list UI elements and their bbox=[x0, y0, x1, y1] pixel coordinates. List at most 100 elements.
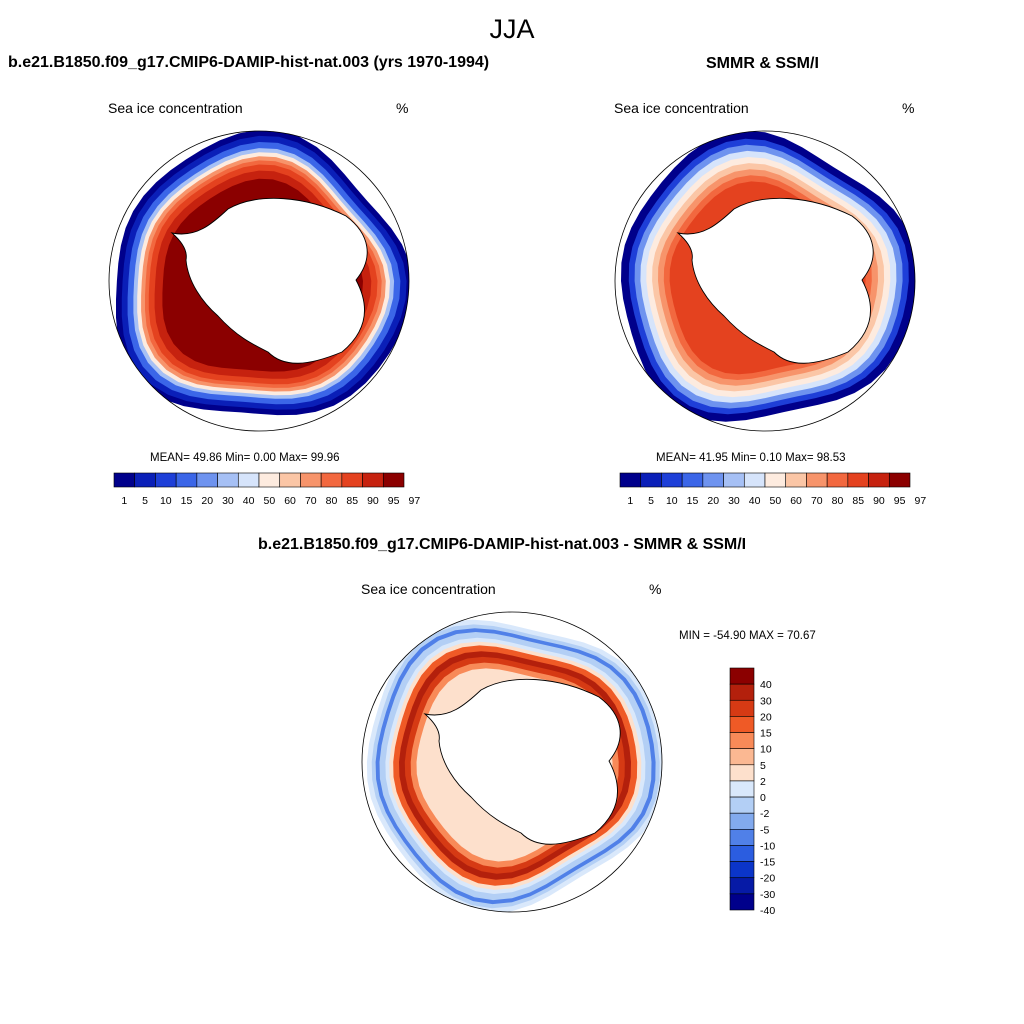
colorbar-box bbox=[320, 472, 343, 488]
colorbar-tick-label: 90 bbox=[873, 495, 885, 507]
colorbar-box bbox=[681, 472, 704, 488]
colorbar-box bbox=[258, 472, 281, 488]
diff-stats: MIN = -54.90 MAX = 70.67 bbox=[679, 630, 816, 642]
colorbar-tick-label: 20 bbox=[707, 495, 719, 507]
colorbar-tick-label: 5 bbox=[760, 760, 766, 772]
colorbar-tick-label: 30 bbox=[728, 495, 740, 507]
colorbar-box bbox=[619, 472, 642, 488]
colorbar-box bbox=[217, 472, 239, 488]
colorbar-tick-label: 97 bbox=[915, 495, 927, 507]
colorbar-box bbox=[729, 764, 755, 782]
colorbar-box bbox=[134, 472, 156, 488]
colorbar-box bbox=[729, 812, 755, 830]
colorbar-tick-label: 50 bbox=[770, 495, 782, 507]
colorbar-box bbox=[729, 829, 755, 846]
diff-variable-label: Sea ice concentration bbox=[361, 581, 496, 597]
colorbar-box bbox=[729, 699, 755, 717]
colorbar-box bbox=[237, 472, 260, 488]
colorbar-box bbox=[702, 472, 724, 488]
colorbar-box bbox=[888, 472, 911, 488]
colorbar-box bbox=[806, 472, 828, 488]
colorbar-tick-label: 30 bbox=[760, 695, 772, 707]
colorbar-tick-label: 10 bbox=[760, 744, 772, 756]
colorbar-tick-label: 5 bbox=[648, 495, 654, 507]
colorbar-tick-label: -10 bbox=[760, 840, 775, 852]
colorbar-box bbox=[729, 780, 755, 798]
colorbar-box bbox=[300, 472, 322, 488]
colorbar-tick-label: 80 bbox=[832, 495, 844, 507]
colorbar-tick-label: 85 bbox=[852, 495, 864, 507]
colorbar-tick-label: 60 bbox=[284, 495, 296, 507]
colorbar-box bbox=[155, 472, 177, 488]
colorbar-tick-label: -20 bbox=[760, 873, 775, 885]
colorbar-tick-label: 70 bbox=[305, 495, 317, 507]
model-units-label: % bbox=[396, 100, 409, 116]
colorbar-tick-label: -2 bbox=[760, 808, 769, 820]
colorbar-box bbox=[729, 667, 755, 685]
colorbar-box bbox=[743, 472, 766, 488]
colorbar-tick-label: 1 bbox=[121, 495, 127, 507]
colorbar-tick-label: 95 bbox=[388, 495, 400, 507]
colorbar-box bbox=[785, 472, 807, 488]
obs-polar-map bbox=[614, 130, 916, 432]
colorbar-tick-label: 80 bbox=[326, 495, 338, 507]
colorbar-tick-label: 2 bbox=[760, 776, 766, 788]
colorbar-tick-label: 97 bbox=[409, 495, 421, 507]
colorbar-box bbox=[640, 472, 662, 488]
colorbar-tick-label: 30 bbox=[222, 495, 234, 507]
diff-units-label: % bbox=[649, 581, 662, 597]
colorbar-tick-label: -30 bbox=[760, 889, 775, 901]
obs-antarctica-landmass bbox=[676, 197, 874, 364]
colorbar-tick-label: 1 bbox=[627, 495, 633, 507]
colorbar-tick-label: -5 bbox=[760, 824, 769, 836]
colorbar-tick-label: 10 bbox=[666, 495, 678, 507]
colorbar-box bbox=[196, 472, 218, 488]
colorbar-box bbox=[382, 472, 405, 488]
obs-units-label: % bbox=[902, 100, 915, 116]
colorbar-box bbox=[362, 472, 384, 488]
colorbar-tick-label: 15 bbox=[760, 728, 772, 740]
colorbar-tick-label: 20 bbox=[201, 495, 213, 507]
colorbar-box bbox=[729, 861, 755, 879]
diff-polar-map bbox=[361, 611, 663, 913]
colorbar-box bbox=[723, 472, 745, 488]
colorbar-tick-label: 0 bbox=[760, 792, 766, 804]
colorbar-tick-label: 40 bbox=[749, 495, 761, 507]
colorbar-tick-label: 60 bbox=[790, 495, 802, 507]
colorbar-tick-label: 15 bbox=[687, 495, 699, 507]
model-panel-title: b.e21.B1850.f09_g17.CMIP6-DAMIP-hist-nat… bbox=[8, 54, 490, 71]
season-title: JJA bbox=[489, 14, 535, 44]
colorbar-tick-label: 20 bbox=[760, 711, 772, 723]
colorbar-tick-label: 90 bbox=[367, 495, 379, 507]
colorbar-tick-label: -40 bbox=[760, 905, 775, 917]
obs-stats: MEAN= 41.95 Min= 0.10 Max= 98.53 bbox=[656, 452, 846, 464]
colorbar-tick-label: 95 bbox=[894, 495, 906, 507]
colorbar-tick-label: 10 bbox=[160, 495, 172, 507]
colorbar-box bbox=[729, 683, 755, 701]
colorbar-box bbox=[113, 472, 136, 488]
obs-variable-label: Sea ice concentration bbox=[614, 100, 749, 116]
colorbar-tick-label: 70 bbox=[811, 495, 823, 507]
colorbar-tick-label: 85 bbox=[346, 495, 358, 507]
colorbar-box bbox=[175, 472, 198, 488]
colorbar-tick-label: 50 bbox=[264, 495, 276, 507]
colorbar-box bbox=[826, 472, 849, 488]
obs-colorbar: 1 5 10 15 20 30 40 50 60 70 80 85 90 95 97 bbox=[619, 472, 926, 507]
diff-panel-title: b.e21.B1850.f09_g17.CMIP6-DAMIP-hist-nat… bbox=[258, 536, 747, 553]
model-polar-map bbox=[108, 130, 410, 432]
colorbar-box bbox=[729, 732, 755, 749]
colorbar-box bbox=[729, 716, 755, 733]
colorbar-box bbox=[729, 877, 755, 895]
colorbar-box bbox=[868, 472, 890, 488]
colorbar-tick-label: 40 bbox=[760, 679, 772, 691]
colorbar-box bbox=[729, 845, 755, 862]
colorbar-box bbox=[847, 472, 869, 488]
model-stats: MEAN= 49.86 Min= 0.00 Max= 99.96 bbox=[150, 452, 340, 464]
model-variable-label: Sea ice concentration bbox=[108, 100, 243, 116]
colorbar-tick-label: 5 bbox=[142, 495, 148, 507]
obs-panel-title: SMMR & SSM/I bbox=[706, 55, 819, 72]
colorbar-tick-label: -15 bbox=[760, 857, 775, 869]
colorbar-box bbox=[729, 796, 755, 814]
colorbar-box bbox=[661, 472, 683, 488]
